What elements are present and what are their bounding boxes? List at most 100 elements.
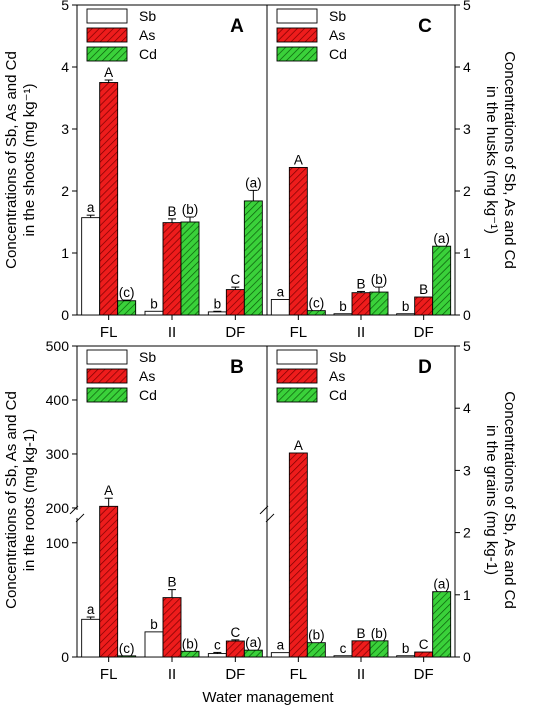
bar-cd-ii [180,221,200,316]
significance-letter: A [294,152,303,167]
x-tick-label-df: DF [414,324,434,341]
y-tick-label: 4 [463,59,471,75]
significance-letter: C [230,272,240,287]
panel-label-a: A [230,16,244,37]
bar-sb-df [207,653,227,658]
significance-letter: b [150,296,158,311]
significance-letter: b [214,296,222,311]
significance-letter: (a) [245,635,262,650]
x-tick-label-fl: FL [290,666,308,683]
bar-sb-df [396,655,416,658]
bar-cd-fl [306,310,326,316]
significance-letter: b [339,299,347,314]
bar-as-df [225,640,245,658]
y-tick-label: 1 [463,587,471,603]
bar-cd-ii [369,640,389,658]
y-axis-label-roots-line2: in the roots (mg kg-1) [21,429,38,572]
y-tick-label: 400 [46,392,70,408]
x-axis-label: Water management [202,689,334,706]
significance-letter: a [87,200,95,215]
bar-cd-ii [180,650,200,658]
y-tick-label: 2 [463,525,471,541]
y-tick-label: 100 [46,535,70,551]
bar-cd-fl [117,300,137,316]
y-tick-label: 200 [46,500,70,516]
legend-label-as: As [139,27,155,43]
bar-sb-ii [333,655,353,658]
bar-sb-fl [270,299,290,316]
legend-label-as: As [329,27,345,43]
x-tick-label-fl: FL [100,324,118,341]
y-tick-label: 500 [46,338,70,354]
significance-letter: a [277,638,285,653]
significance-letter: b [150,617,158,632]
legend-label-sb: Sb [329,8,346,24]
y-tick-label: 2 [61,183,69,199]
y-tick-label: 5 [463,0,471,13]
x-tick-label-ii: II [357,666,365,683]
legend-swatch-as [86,368,128,384]
legend-label-sb: Sb [139,349,156,365]
legend-label-as: As [139,368,155,384]
panel-label-b: B [230,357,244,378]
bar-as-ii [351,640,371,658]
bar-as-df [225,289,245,316]
significance-letter: (b) [182,202,199,217]
y-tick-label: 5 [61,0,69,13]
y-tick-label: 4 [61,59,69,75]
x-tick-label-fl: FL [290,324,308,341]
legend-swatch-cd [86,387,128,403]
bar-as-fl [99,505,119,658]
bar-as-df [414,651,434,658]
significance-letter: (a) [433,577,450,592]
bar-as-fl [288,452,308,658]
legend-label-sb: Sb [329,349,346,365]
legend-swatch-cd [276,387,318,403]
axis-break-mark [69,505,79,515]
bar-cd-df [243,649,263,658]
significance-letter: (c) [119,641,135,656]
y-axis-label-roots-line1: Concentrations of Sb, As and Cd [3,391,20,609]
x-tick-label-fl: FL [100,666,118,683]
legend-label-cd: Cd [139,46,157,62]
bar-as-ii [351,292,371,316]
bar-as-ii [162,222,182,316]
y-axis-label-grains-line1: Concentrations of Sb, As and Cd [501,391,518,609]
legend-swatch-cd [86,46,128,62]
bar-cd-df [432,245,452,316]
legend-swatch-sb [276,8,318,24]
axis-break-gap [71,509,83,518]
legend-swatch-sb [86,349,128,365]
y-tick-label: 3 [463,462,471,478]
significance-letter: C [230,625,240,640]
legend-swatch-as [86,27,128,43]
legend-label-cd: Cd [139,387,157,403]
y-tick-label: 0 [463,307,471,323]
significance-letter: B [356,626,365,641]
significance-letter: C [419,637,429,652]
bar-cd-df [243,200,263,316]
bar-sb-fl [270,652,290,658]
significance-letter: (a) [433,231,450,246]
significance-letter: a [277,285,285,300]
bar-cd-fl [117,655,137,658]
legend-label-as: As [329,368,345,384]
bar-sb-df [396,313,416,316]
y-tick-label: 4 [463,400,471,416]
legend-label-sb: Sb [139,8,156,24]
y-axis-label-grains-line2: in the grains (mg kg-1) [483,425,500,575]
significance-letter: (b) [371,626,388,641]
y-tick-label: 300 [46,446,70,462]
bar-sb-ii [144,310,164,316]
bar-sb-fl [81,217,101,316]
significance-letter: c [214,637,221,652]
significance-letter: B [356,276,365,291]
legend-label-cd: Cd [329,46,347,62]
significance-letter: (c) [119,285,135,300]
axis-break-mark [75,513,85,523]
y-tick-label: 3 [61,121,69,137]
significance-letter: (b) [371,272,388,287]
significance-letter: c [340,641,347,656]
legend-label-cd: Cd [329,387,347,403]
